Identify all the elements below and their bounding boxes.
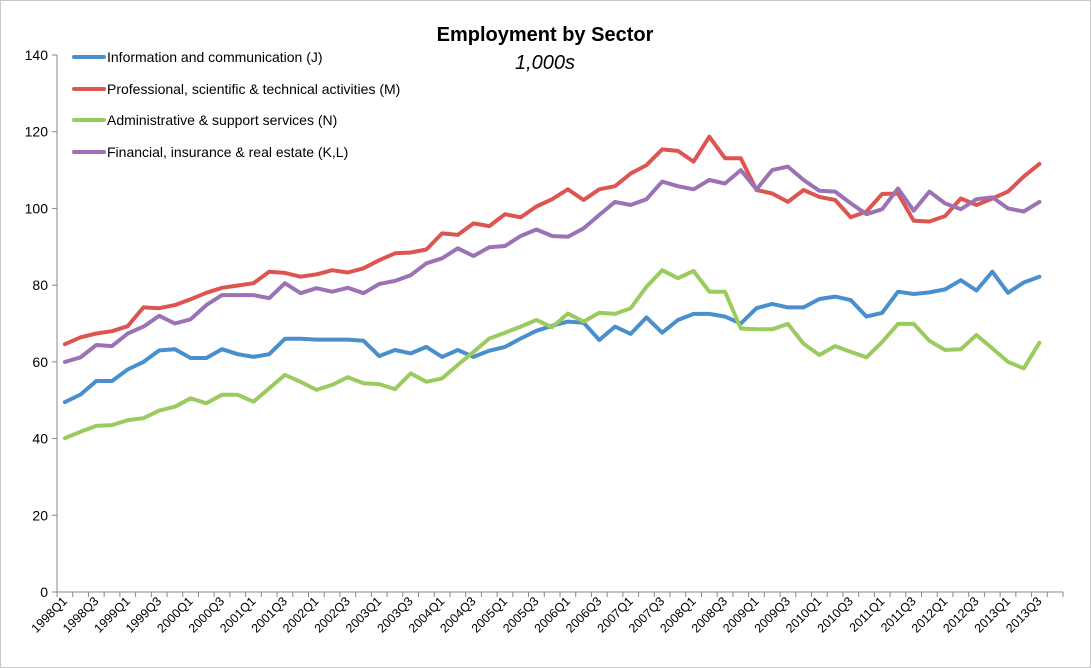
y-tick-label: 140	[25, 47, 49, 63]
legend-label: Administrative & support services (N)	[107, 112, 337, 128]
y-tick-label: 20	[32, 507, 48, 523]
x-tick-label: 2013Q3	[1003, 594, 1044, 635]
y-tick-label: 80	[32, 277, 48, 293]
legend-label: Information and communication (J)	[107, 49, 323, 65]
chart-subtitle: 1,000s	[515, 52, 575, 74]
legend-label: Professional, scientific & technical act…	[107, 81, 400, 97]
series-line-3	[62, 164, 1042, 364]
y-tick-label: 100	[25, 200, 49, 216]
chart-title: Employment by Sector	[437, 24, 654, 46]
y-tick-label: 40	[32, 431, 48, 447]
series-line-2	[62, 268, 1042, 441]
y-tick-label: 60	[32, 354, 48, 370]
y-tick-label: 120	[25, 124, 49, 140]
legend-label: Financial, insurance & real estate (K,L)	[107, 144, 348, 160]
y-tick-label: 0	[40, 584, 48, 600]
series-line-1	[62, 134, 1042, 347]
